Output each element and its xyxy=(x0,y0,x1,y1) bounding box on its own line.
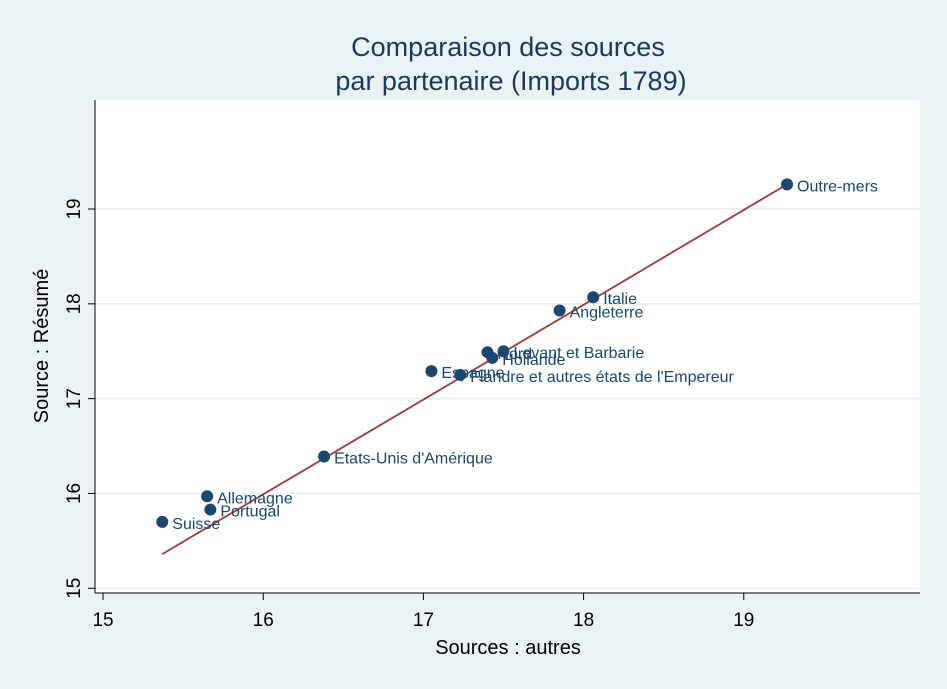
data-point xyxy=(587,291,600,304)
data-point xyxy=(454,368,467,381)
chart-title: Comparaison des sources xyxy=(351,32,665,62)
data-point xyxy=(201,490,214,503)
point-label: Italie xyxy=(603,291,637,308)
x-tick-label: 15 xyxy=(92,610,113,631)
chart-subtitle: par partenaire (Imports 1789) xyxy=(335,66,686,96)
point-label: Outre-mers xyxy=(797,178,878,195)
y-tick-labels: 15 16 17 18 19 xyxy=(64,198,85,598)
x-axis-label: Sources : autres xyxy=(435,637,581,659)
point-label: Espagne xyxy=(441,365,504,382)
x-tick-label: 19 xyxy=(733,610,754,631)
x-tick-labels: 15 16 17 18 19 xyxy=(92,610,754,631)
data-point xyxy=(486,351,499,364)
data-point xyxy=(318,450,331,463)
y-axis-label: Source : Résumé xyxy=(31,269,53,424)
fit-line xyxy=(161,183,788,555)
x-tick-label: 16 xyxy=(253,610,274,631)
data-points xyxy=(156,178,794,528)
point-label: Angleterre xyxy=(570,304,644,321)
point-label: Allemagne xyxy=(217,490,293,507)
point-label: Suisse xyxy=(172,516,220,533)
x-tick-label: 18 xyxy=(573,610,594,631)
grid-lines xyxy=(95,208,920,590)
point-label: Nord xyxy=(497,346,532,363)
point-label: Flandre et autres états de l'Empereur xyxy=(470,369,734,386)
data-point xyxy=(425,365,438,378)
point-label: Portugal xyxy=(220,504,280,521)
y-tick-label: 16 xyxy=(64,483,85,504)
axes xyxy=(88,100,920,600)
point-label: Levant et Barbarie xyxy=(513,345,644,362)
y-tick-label: 15 xyxy=(64,578,85,599)
data-point xyxy=(497,345,510,358)
y-tick-label: 19 xyxy=(64,198,85,219)
data-point xyxy=(553,304,566,317)
data-point xyxy=(156,515,169,528)
y-tick-label: 17 xyxy=(64,388,85,409)
data-point xyxy=(204,503,217,516)
point-label: Etats-Unis d'Amérique xyxy=(334,450,493,467)
x-tick-label: 17 xyxy=(413,610,434,631)
point-label: Hollande xyxy=(502,352,565,369)
data-point xyxy=(781,178,794,191)
fit-line-group xyxy=(161,183,788,555)
y-tick-label: 18 xyxy=(64,293,85,314)
